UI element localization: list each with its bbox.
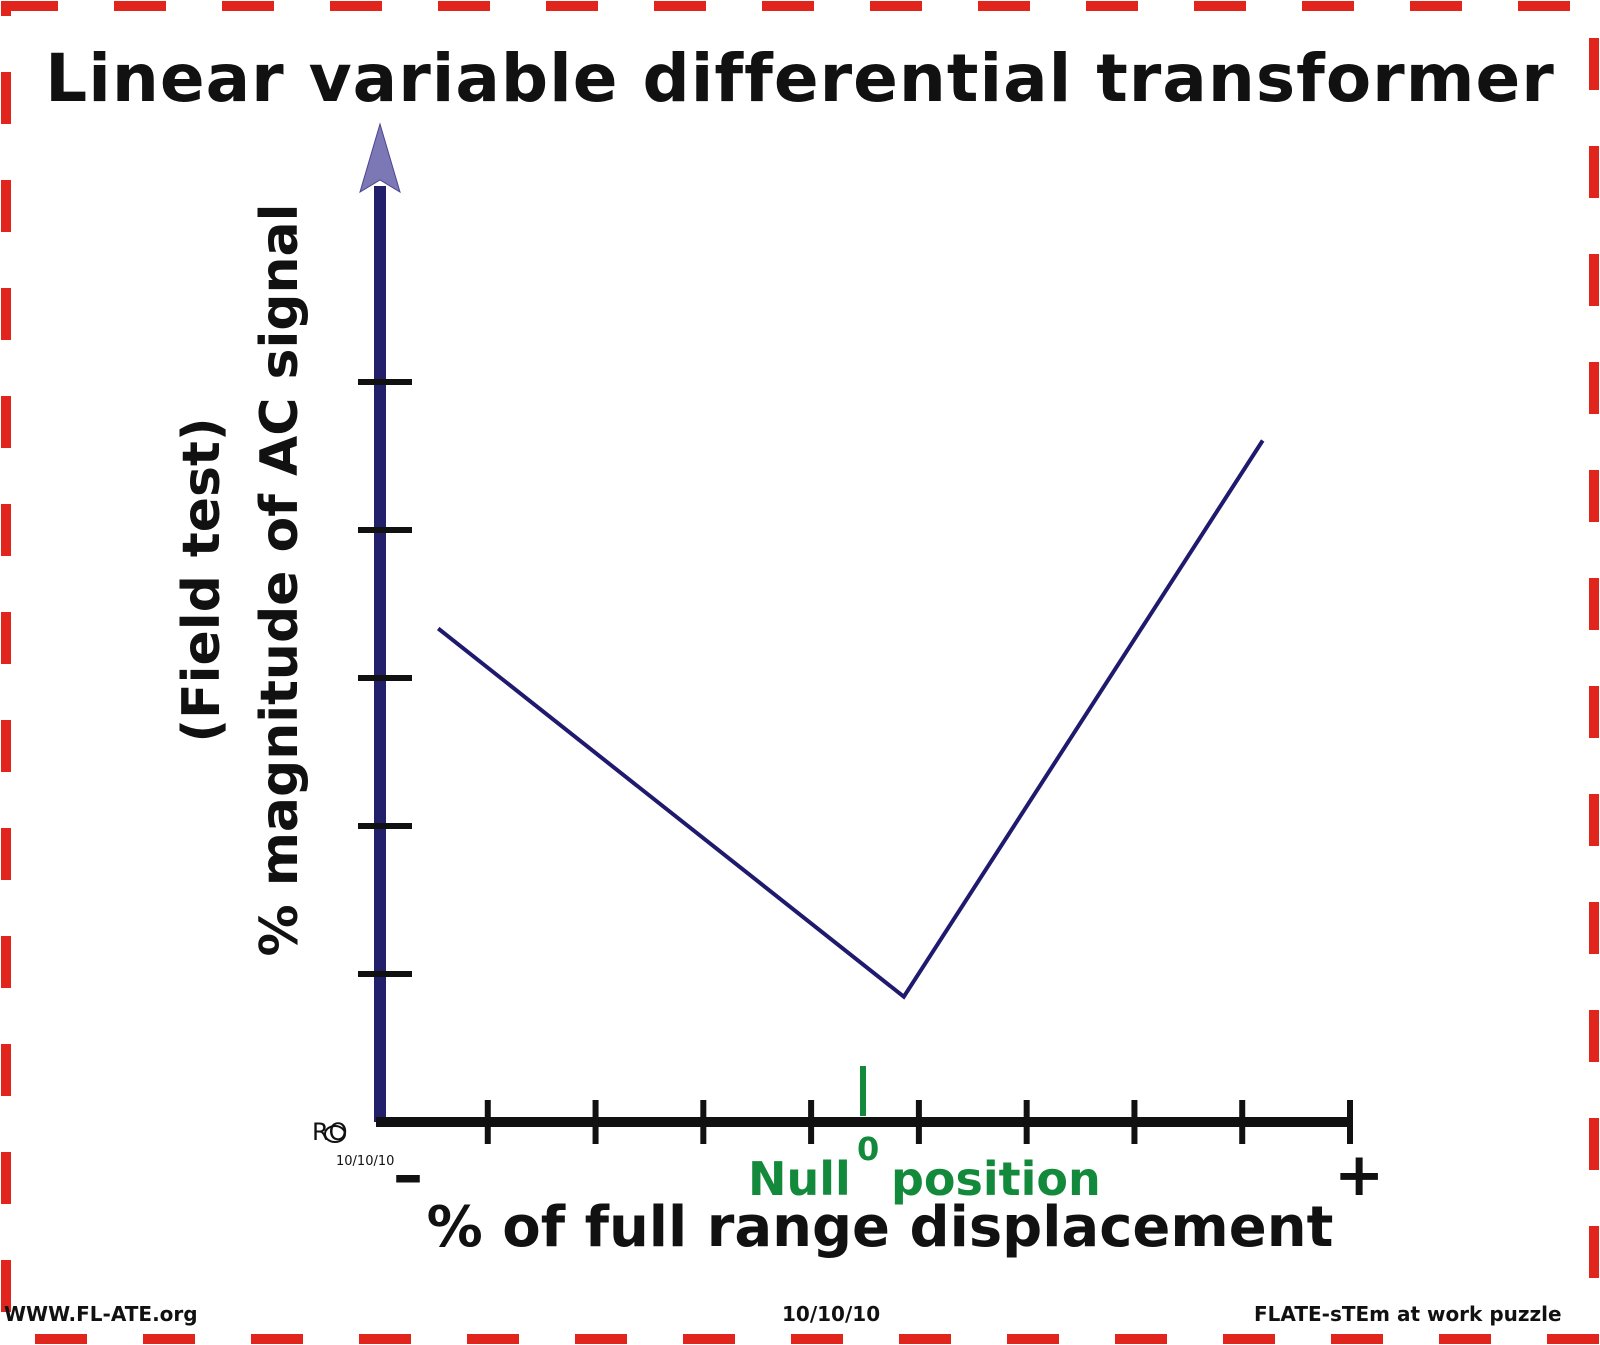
signature-date: 10/10/10 [336, 1154, 395, 1169]
footer-website: WWW.FL-ATE.org [4, 1302, 198, 1326]
chart-title: Linear variable differential transformer [45, 40, 1555, 117]
signature-mark-icon [324, 1125, 346, 1143]
y-axis-label: % magnitude of AC signal [250, 203, 310, 957]
x-axis-label: % of full range displacement [426, 1195, 1334, 1260]
footer-date: 10/10/10 [782, 1302, 881, 1326]
signature-initials: RO [312, 1118, 348, 1146]
y-axis-sublabel: (Field test) [172, 417, 232, 743]
null-label: Null [748, 1152, 851, 1206]
position-label: position [891, 1152, 1101, 1206]
y-axis-arrow-icon [359, 122, 401, 194]
x-min-sign: – [393, 1140, 423, 1210]
series-line [436, 439, 1265, 1000]
x-max-sign: + [1334, 1140, 1385, 1210]
footer-credit: FLATE-sTEm at work puzzle [1254, 1302, 1562, 1326]
null-zero-label: 0 [857, 1130, 880, 1168]
